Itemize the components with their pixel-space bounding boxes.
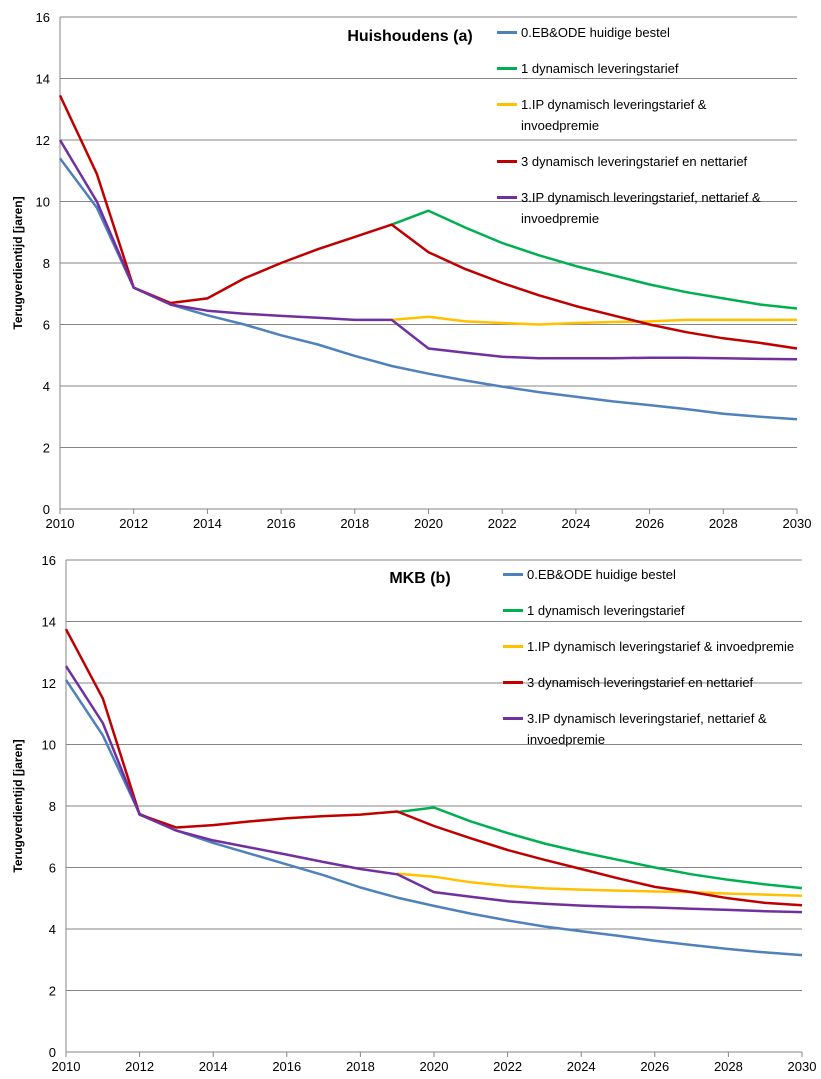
x-tick-label: 2024 [561, 516, 590, 531]
legend-label: 1.IP dynamisch leveringstarief & invoedp… [527, 639, 795, 654]
y-tick-label: 14 [42, 615, 56, 630]
legend-item: 0.EB&ODE huidige bestel [503, 564, 803, 585]
y-tick-label: 8 [43, 256, 50, 271]
y-tick-label: 10 [36, 195, 50, 210]
y-axis-label: Terugverdientijd [jaren] [11, 196, 25, 329]
series-line [58, 94, 798, 350]
legend-swatch [503, 717, 523, 720]
series-line [58, 157, 798, 421]
x-tick-label: 2010 [52, 1059, 81, 1074]
legend-label: 1 dynamisch leveringstarief [527, 603, 685, 618]
legend-label: 3.IP dynamisch leveringstarief, nettarie… [521, 190, 761, 226]
legend-label: 3.IP dynamisch leveringstarief, nettarie… [527, 711, 767, 747]
series-line [64, 665, 803, 914]
legend-label: 1.IP dynamisch leveringstarief & invoedp… [521, 97, 707, 133]
legend-label: 0.EB&ODE huidige bestel [521, 25, 670, 40]
x-tick-label: 2024 [567, 1059, 596, 1074]
legend-swatch [497, 103, 517, 106]
series-line [58, 139, 798, 361]
legend-label: 0.EB&ODE huidige bestel [527, 567, 676, 582]
legend-swatch [497, 31, 517, 34]
x-tick-label: 2020 [414, 516, 443, 531]
x-tick-label: 2018 [340, 516, 369, 531]
y-tick-label: 10 [42, 738, 56, 753]
chart-title: Huishoudens (a) [347, 28, 472, 45]
y-tick-label: 16 [42, 553, 56, 568]
y-tick-label: 8 [49, 799, 56, 814]
y-tick-label: 4 [49, 922, 56, 937]
legend-swatch [497, 196, 517, 199]
legend-item: 0.EB&ODE huidige bestel [497, 22, 787, 43]
x-tick-label: 2026 [640, 1059, 669, 1074]
legend-item: 3 dynamisch leveringstarief en nettarief [503, 672, 803, 693]
legend-item: 1 dynamisch leveringstarief [503, 600, 803, 621]
legend-item: 3.IP dynamisch leveringstarief, nettarie… [497, 187, 787, 229]
legend-label: 3 dynamisch leveringstarief en nettarief [521, 154, 748, 169]
x-tick-label: 2028 [714, 1059, 743, 1074]
legend-swatch [503, 681, 523, 684]
y-tick-label: 6 [49, 861, 56, 876]
x-tick-label: 2022 [493, 1059, 522, 1074]
y-tick-label: 6 [43, 318, 50, 333]
legend-item: 1.IP dynamisch leveringstarief & invoedp… [503, 636, 803, 657]
x-tick-label: 2030 [788, 1059, 817, 1074]
x-tick-label: 2028 [709, 516, 738, 531]
y-tick-label: 2 [43, 441, 50, 456]
legend-swatch [503, 645, 523, 648]
series-line [391, 315, 797, 326]
x-tick-label: 2012 [119, 516, 148, 531]
y-axis-label: Terugverdientijd [jaren] [11, 739, 25, 872]
x-tick-label: 2012 [125, 1059, 154, 1074]
y-tick-label: 12 [42, 676, 56, 691]
legend-item: 3.IP dynamisch leveringstarief, nettarie… [503, 708, 803, 750]
legend-item: 1 dynamisch leveringstarief [497, 58, 787, 79]
x-tick-label: 2014 [199, 1059, 228, 1074]
legend-label: 1 dynamisch leveringstarief [521, 61, 679, 76]
series-line [397, 806, 803, 890]
legend-swatch [497, 160, 517, 163]
x-tick-label: 2020 [420, 1059, 449, 1074]
y-tick-label: 2 [49, 984, 56, 999]
series-line [64, 628, 803, 907]
legend-swatch [497, 67, 517, 70]
x-tick-label: 2026 [635, 516, 664, 531]
x-tick-label: 2010 [46, 516, 75, 531]
legend-swatch [503, 609, 523, 612]
x-tick-label: 2014 [193, 516, 222, 531]
y-tick-label: 14 [36, 72, 50, 87]
y-tick-label: 0 [49, 1045, 56, 1060]
legend-item: 3 dynamisch leveringstarief en nettarief [497, 151, 787, 172]
series-line [391, 209, 798, 310]
y-tick-label: 0 [43, 502, 50, 517]
x-tick-label: 2030 [783, 516, 812, 531]
y-tick-label: 4 [43, 379, 50, 394]
y-tick-label: 16 [36, 10, 50, 25]
x-tick-label: 2018 [346, 1059, 375, 1074]
y-tick-label: 12 [36, 133, 50, 148]
legend: 0.EB&ODE huidige bestel 1 dynamisch lever… [497, 22, 787, 229]
x-tick-label: 2016 [267, 516, 296, 531]
legend-label: 3 dynamisch leveringstarief en nettarief [527, 675, 754, 690]
x-tick-label: 2022 [488, 516, 517, 531]
x-tick-label: 2016 [272, 1059, 301, 1074]
series-line [397, 872, 803, 898]
legend-item: 1.IP dynamisch leveringstarief & invoedp… [497, 94, 787, 136]
legend: 0.EB&ODE huidige bestel 1 dynamisch lever… [503, 564, 803, 750]
legend-swatch [503, 573, 523, 576]
chart-title: MKB (b) [389, 570, 450, 587]
